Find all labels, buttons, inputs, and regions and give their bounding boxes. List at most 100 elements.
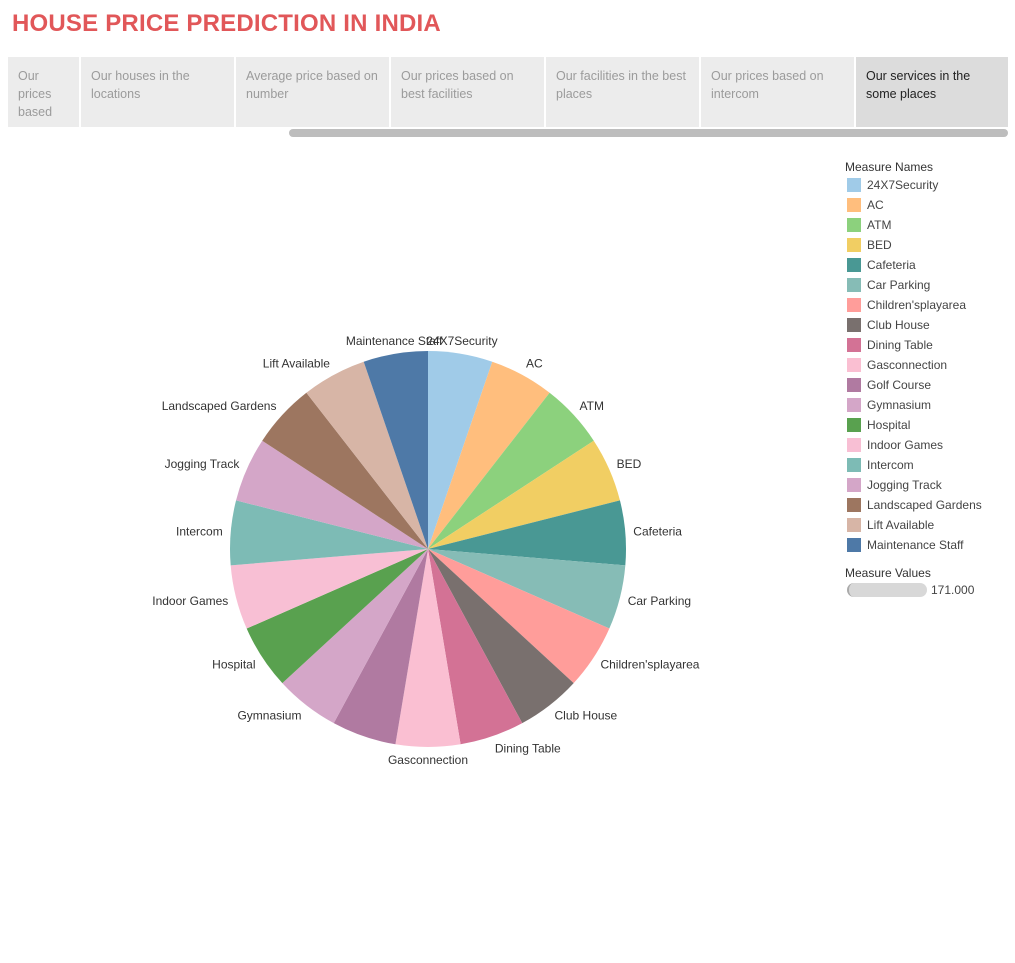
legend-label: Gymnasium bbox=[867, 398, 932, 412]
legend-swatch bbox=[847, 418, 861, 432]
pie-slice-lift-available[interactable] bbox=[306, 361, 428, 549]
pie-label-jogging-track: Jogging Track bbox=[165, 457, 241, 471]
pie-label-intercom: Intercom bbox=[176, 525, 223, 539]
pie-label-atm: ATM bbox=[580, 399, 604, 413]
legend-swatch bbox=[847, 358, 861, 372]
legend-swatch bbox=[847, 478, 861, 492]
legend-item-club-house[interactable]: Club House bbox=[845, 315, 1010, 335]
legend-label: Children'splayarea bbox=[867, 298, 967, 312]
pie-label-ac: AC bbox=[526, 356, 543, 370]
legend-item-intercom[interactable]: Intercom bbox=[845, 455, 1010, 475]
legend-swatch bbox=[847, 178, 861, 192]
legend-label: Jogging Track bbox=[867, 478, 942, 492]
pie-label-dining-table: Dining Table bbox=[495, 742, 561, 756]
pie-slice-car-parking[interactable] bbox=[428, 549, 626, 629]
measure-values-bar bbox=[847, 583, 927, 597]
legend-swatch bbox=[847, 538, 861, 552]
pie-slice-indoor-games[interactable] bbox=[230, 549, 428, 629]
legend-item-gasconnection[interactable]: Gasconnection bbox=[845, 355, 1010, 375]
tab-prices-based-on[interactable]: Our prices based on .. bbox=[8, 57, 79, 127]
tab-services-places[interactable]: Our services in the some places bbox=[856, 57, 1008, 127]
legend-item-ac[interactable]: AC bbox=[845, 195, 1010, 215]
tab-facilities-places[interactable]: Our facilities in the best places bbox=[546, 57, 699, 127]
pie-slice-landscaped-gardens[interactable] bbox=[262, 392, 428, 549]
pie-slice-gasconnection[interactable] bbox=[395, 549, 461, 748]
legend-label: Landscaped Gardens bbox=[867, 498, 982, 512]
legend-swatch bbox=[847, 518, 861, 532]
legend-item-indoor-games[interactable]: Indoor Games bbox=[845, 435, 1010, 455]
measure-values-range: 171.000 bbox=[847, 583, 974, 597]
pie-slice-cafeteria[interactable] bbox=[428, 500, 626, 566]
legend-label: 24X7Security bbox=[867, 178, 939, 192]
pie-slice-jogging-track[interactable] bbox=[236, 440, 428, 549]
legend-swatch bbox=[847, 238, 861, 252]
pie-label-landscaped-gardens: Landscaped Gardens bbox=[162, 399, 277, 413]
legend-label: ATM bbox=[867, 218, 892, 232]
legend-item-maintenance-staff[interactable]: Maintenance Staff bbox=[845, 535, 1010, 555]
pie-label-children-splayarea: Children'splayarea bbox=[600, 657, 699, 671]
legend-swatch bbox=[847, 398, 861, 412]
legend-swatch bbox=[847, 318, 861, 332]
legend-item-cafeteria[interactable]: Cafeteria bbox=[845, 255, 1010, 275]
tabs-scrollbar[interactable] bbox=[289, 129, 1008, 137]
legend-item-dining-table[interactable]: Dining Table bbox=[845, 335, 1010, 355]
legend-swatch bbox=[847, 278, 861, 292]
pie-slice-hospital[interactable] bbox=[246, 549, 428, 684]
tab-average-price[interactable]: Average price based on number bbox=[236, 57, 389, 127]
pie-label-bed: BED bbox=[617, 457, 642, 471]
pie-slice-club-house[interactable] bbox=[428, 549, 574, 724]
legend-item-24x7security[interactable]: 24X7Security bbox=[845, 175, 1010, 195]
pie-label-gymnasium: Gymnasium bbox=[237, 709, 301, 723]
legend-swatch bbox=[847, 338, 861, 352]
tab-prices-intercom[interactable]: Our prices based on intercom bbox=[701, 57, 854, 127]
legend-item-car-parking[interactable]: Car Parking bbox=[845, 275, 1010, 295]
pie-label-24x7security: 24X7Security bbox=[426, 334, 497, 348]
pie-label-car-parking: Car Parking bbox=[628, 594, 691, 608]
pie-slice-dining-table[interactable] bbox=[428, 549, 523, 745]
pie-slice-24x7security[interactable] bbox=[428, 351, 493, 549]
pie-label-indoor-games: Indoor Games bbox=[152, 594, 228, 608]
pie-chart: 24X7Security AC ATM BED Cafeteria Car Parking… bbox=[152, 334, 700, 767]
legend-swatch bbox=[847, 378, 861, 392]
pie-label-cafeteria: Cafeteria bbox=[633, 525, 682, 539]
pie-slice-maintenance-staff[interactable] bbox=[363, 351, 428, 549]
pie-label-hospital: Hospital bbox=[212, 657, 255, 671]
legend-label: Gasconnection bbox=[867, 358, 948, 372]
pie-slice-intercom[interactable] bbox=[229, 500, 428, 566]
tab-prices-facilities[interactable]: Our prices based on best facilities bbox=[391, 57, 544, 127]
legend-label: Maintenance Staff bbox=[867, 538, 964, 552]
legend-item-jogging-track[interactable]: Jogging Track bbox=[845, 475, 1010, 495]
legend-item-children-splayarea[interactable]: Children'splayarea bbox=[845, 295, 1010, 315]
pie-slice-children-splayarea[interactable] bbox=[428, 549, 610, 684]
legend-item-landscaped-gardens[interactable]: Landscaped Gardens bbox=[845, 495, 1010, 515]
pie-label-gasconnection: Gasconnection bbox=[388, 753, 468, 767]
pie-slice-golf-course[interactable] bbox=[333, 549, 428, 745]
tab-houses-locations[interactable]: Our houses in the locations bbox=[81, 57, 234, 127]
legend-items: 24X7Security AC ATM BED Cafeteria Car Parking… bbox=[845, 175, 1010, 555]
legend-label: Car Parking bbox=[867, 278, 931, 292]
legend-item-bed[interactable]: BED bbox=[845, 235, 1010, 255]
legend-item-hospital[interactable]: Hospital bbox=[845, 415, 1010, 435]
legend-label: Lift Available bbox=[867, 518, 935, 532]
measure-values-value: 171.000 bbox=[931, 583, 975, 597]
legend-item-gymnasium[interactable]: Gymnasium bbox=[845, 395, 1010, 415]
legend-swatch bbox=[847, 458, 861, 472]
measure-values-title: Measure Values bbox=[845, 566, 931, 580]
legend: Measure Names 24X7Security AC ATM BED Cafete… bbox=[845, 159, 1010, 555]
pie-slice-bed[interactable] bbox=[428, 440, 620, 549]
pie-slice-atm[interactable] bbox=[428, 392, 594, 549]
legend-label: Indoor Games bbox=[867, 438, 944, 452]
legend-swatch bbox=[847, 218, 861, 232]
legend-item-atm[interactable]: ATM bbox=[845, 215, 1010, 235]
legend-label: Intercom bbox=[867, 458, 914, 472]
legend-item-golf-course[interactable]: Golf Course bbox=[845, 375, 1010, 395]
legend-label: Club House bbox=[867, 318, 930, 332]
pie-slice-ac[interactable] bbox=[428, 361, 550, 549]
legend-label: Cafeteria bbox=[867, 258, 916, 272]
legend-swatch bbox=[847, 438, 861, 452]
pie-slice-gymnasium[interactable] bbox=[282, 549, 428, 724]
legend-swatch bbox=[847, 198, 861, 212]
legend-item-lift-available[interactable]: Lift Available bbox=[845, 515, 1010, 535]
legend-label: AC bbox=[867, 198, 884, 212]
pie-label-club-house: Club House bbox=[555, 709, 618, 723]
